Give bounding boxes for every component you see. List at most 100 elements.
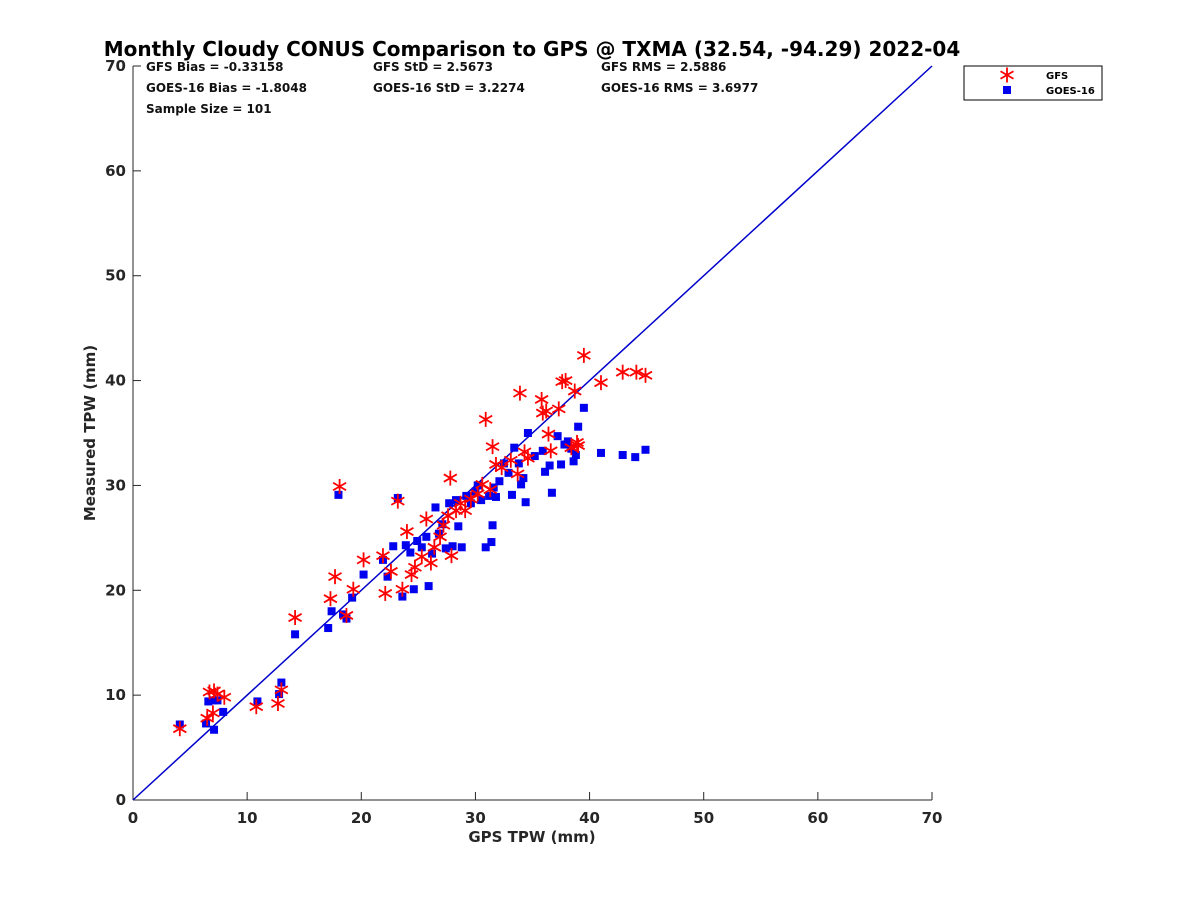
goes16-point: [275, 690, 284, 699]
stat-gfs-bias: GFS Bias = -0.33158: [146, 60, 283, 74]
stat-gfs-std: GFS StD = 2.5673: [373, 60, 493, 74]
asterisk-stroke: [384, 566, 398, 576]
legend-gfs-label: GFS: [1046, 71, 1068, 82]
asterisk-stroke: [594, 378, 608, 388]
gfs-point: [414, 549, 429, 565]
stat-gfs-rms: GFS RMS = 2.5886: [601, 60, 726, 74]
goes16-point: [327, 607, 336, 616]
goes16-point: [334, 490, 343, 499]
stat-goes-bias: GOES-16 Bias = -1.8048: [146, 81, 307, 95]
goes16-point: [348, 593, 357, 602]
gfs-point: [395, 581, 410, 597]
gfs-point: [571, 438, 586, 454]
gfs-point: [510, 466, 525, 482]
gfs-point: [332, 478, 347, 494]
asterisk-stroke: [328, 572, 342, 582]
gfs-point: [419, 511, 434, 527]
goes16-point: [406, 548, 415, 557]
gfs-point: [629, 364, 644, 380]
gfs-point: [443, 470, 458, 486]
gfs-point: [205, 705, 220, 721]
gfs-point: [576, 347, 591, 363]
x-tick-label: 60: [807, 809, 828, 827]
gfs-point: [200, 710, 215, 726]
x-axis-ticks: 0 10 20 30 40 50 60 70: [128, 792, 943, 827]
asterisk-stroke: [463, 494, 478, 504]
gfs-point: [384, 563, 398, 579]
legend-box: [963, 65, 1103, 101]
gfs-point: [288, 610, 303, 626]
goes16-point: [488, 521, 497, 530]
gfs-point: [172, 721, 187, 737]
goes16-point: [510, 443, 519, 452]
goes16-point: [514, 459, 523, 468]
goes16-point: [445, 499, 454, 508]
gfs-point: [217, 689, 232, 705]
goes16-point: [495, 477, 504, 486]
y-tick-label: 70: [105, 57, 126, 75]
legend-gfs-marker: [1000, 67, 1014, 83]
asterisk-stroke: [570, 437, 584, 447]
asterisk-stroke: [274, 685, 289, 695]
asterisk-stroke: [356, 555, 371, 565]
stat-goes-std: GOES-16 StD = 3.2274: [373, 81, 525, 95]
goes16-point: [481, 543, 490, 552]
asterisk-stroke: [423, 558, 438, 568]
asterisk-stroke: [427, 542, 442, 552]
y-tick-label: 50: [105, 267, 126, 285]
goes16-point: [422, 532, 431, 541]
asterisk-stroke: [404, 570, 419, 580]
gfs-point: [356, 552, 371, 568]
gfs-point: [427, 539, 442, 555]
stat-sample-size: Sample Size = 101: [146, 102, 272, 116]
y-axis-label: Measured TPW (mm): [81, 345, 99, 521]
goes16-point: [434, 529, 443, 538]
goes16-point: [485, 491, 494, 500]
goes16-point: [538, 446, 547, 455]
goes16-point: [409, 585, 418, 594]
goes16-point: [417, 543, 426, 552]
asterisk-stroke: [571, 441, 586, 451]
gfs-point: [541, 426, 556, 442]
asterisk-stroke: [539, 406, 554, 416]
asterisk-stroke: [339, 610, 354, 620]
asterisk-stroke: [541, 429, 556, 439]
asterisk-stroke: [510, 469, 525, 479]
gfs-point: [512, 385, 527, 401]
x-tick-label: 50: [693, 809, 714, 827]
asterisk-stroke: [615, 367, 630, 377]
asterisk-stroke: [478, 414, 493, 424]
legend-gfs-symbol: [1000, 67, 1014, 83]
gfs-point: [328, 569, 342, 585]
asterisk-stroke: [346, 584, 361, 594]
goes16-point: [574, 422, 583, 431]
goes16-point: [457, 543, 466, 552]
goes16-point: [324, 624, 333, 633]
asterisk-stroke: [414, 552, 429, 562]
goes16-point: [448, 542, 457, 551]
asterisk-stroke: [419, 514, 434, 524]
x-tick-label: 70: [922, 809, 943, 827]
y-tick-label: 10: [105, 686, 126, 704]
one-to-one-line-group: [132, 65, 933, 801]
goes16-point: [530, 452, 539, 461]
asterisk-stroke: [485, 442, 500, 452]
gfs-point: [376, 548, 390, 564]
asterisk-stroke: [551, 404, 566, 414]
asterisk-stroke: [210, 689, 225, 699]
goes16-point: [491, 492, 500, 501]
y-tick-label: 40: [105, 372, 126, 390]
goes16-point: [557, 460, 566, 469]
goes16-point: [473, 481, 482, 490]
gfs-point: [483, 482, 498, 498]
asterisk-stroke: [503, 455, 518, 465]
asterisk-stroke: [1000, 70, 1014, 80]
one-to-one-line: [132, 65, 933, 801]
gfs-point: [433, 529, 447, 545]
asterisk-stroke: [512, 388, 527, 398]
asterisk-stroke: [395, 584, 410, 594]
asterisk-stroke: [629, 367, 644, 377]
y-tick-label: 60: [105, 162, 126, 180]
gfs-point: [564, 440, 579, 456]
